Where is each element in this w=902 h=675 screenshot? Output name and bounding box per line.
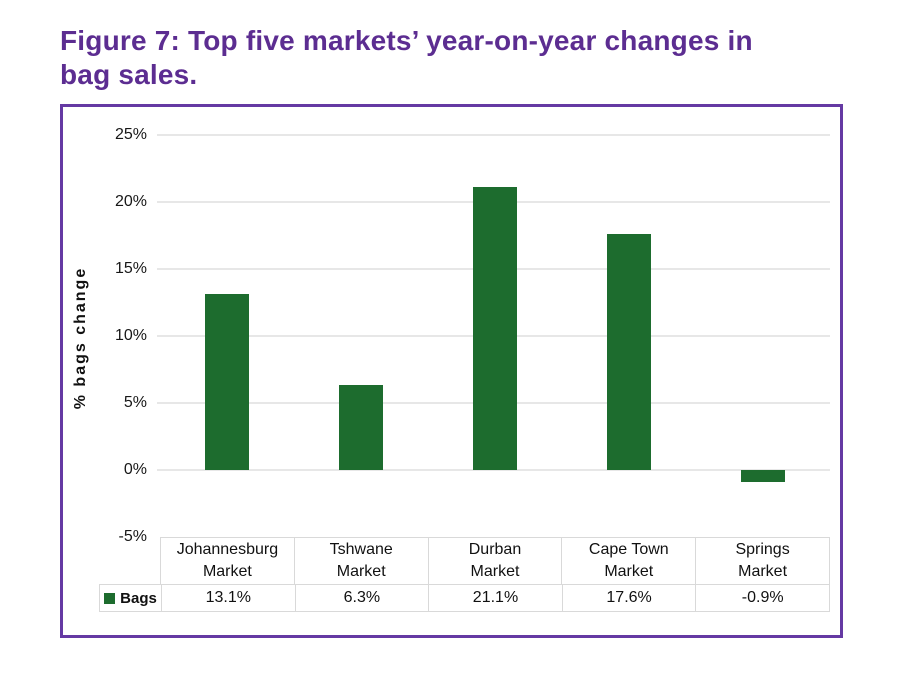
y-tick-0: 0% bbox=[123, 461, 147, 478]
gridline-0 bbox=[157, 469, 830, 471]
y-tick-5: 5% bbox=[123, 393, 147, 411]
y-tick-25: 25% bbox=[114, 125, 147, 143]
plot-area: % bags change 25% 20% 15% 10% 5% 0% -5% Johann… bbox=[63, 107, 840, 635]
header-cell-springs-market: Springs Market bbox=[695, 538, 829, 584]
value-row: Bags 13.1% 6.3% 21.1% 17.6% -0.9% bbox=[99, 584, 830, 612]
category-header-row: Johannesburg Market Tshwane Market Durban … bbox=[160, 537, 830, 584]
bar-durban-market bbox=[473, 186, 517, 470]
header-cell-cape-town-market: Cape Town Market bbox=[561, 538, 695, 584]
figure-title-line1: Figure 7: Top five markets’ year-on-year… bbox=[60, 25, 753, 56]
header-cell-tshwane-market: Tshwane Market bbox=[293, 538, 428, 584]
header-cell-johannesburg-market: Johannesburg Market bbox=[176, 541, 279, 580]
chart-frame: % bags change 25% 20% 15% 10% 5% 0% -5% Johann… bbox=[60, 104, 843, 638]
value-cell-tshwane-market: 6.3% bbox=[294, 585, 429, 611]
value-cell-johannesburg-market: 13.1% bbox=[161, 585, 295, 611]
y-tick-15: 15% bbox=[114, 259, 147, 277]
value-cell-springs-market: -0.9% bbox=[695, 585, 829, 611]
figure-title-line2: bag sales. bbox=[60, 59, 198, 90]
bar-springs-market bbox=[741, 470, 785, 483]
legend-label: Bags bbox=[120, 589, 157, 607]
legend-cell: Bags bbox=[100, 585, 161, 611]
legend-swatch-icon bbox=[104, 592, 116, 604]
bar-johannesburg-market bbox=[205, 294, 249, 470]
y-tick-20: 20% bbox=[114, 192, 147, 210]
y-tick-10: 10% bbox=[114, 326, 147, 344]
header-cell-durban-market: Durban Market bbox=[427, 538, 562, 584]
bar-cape-town-market bbox=[607, 233, 651, 470]
value-cell-cape-town-market: 17.6% bbox=[561, 585, 696, 611]
y-tick--5: -5% bbox=[118, 528, 147, 546]
value-cell-durban-market: 21.1% bbox=[428, 585, 562, 611]
figure-title: Figure 7: Top five markets’ year-on-year… bbox=[60, 24, 753, 92]
bar-tshwane-market bbox=[339, 385, 383, 470]
gridline-25 bbox=[157, 133, 830, 136]
